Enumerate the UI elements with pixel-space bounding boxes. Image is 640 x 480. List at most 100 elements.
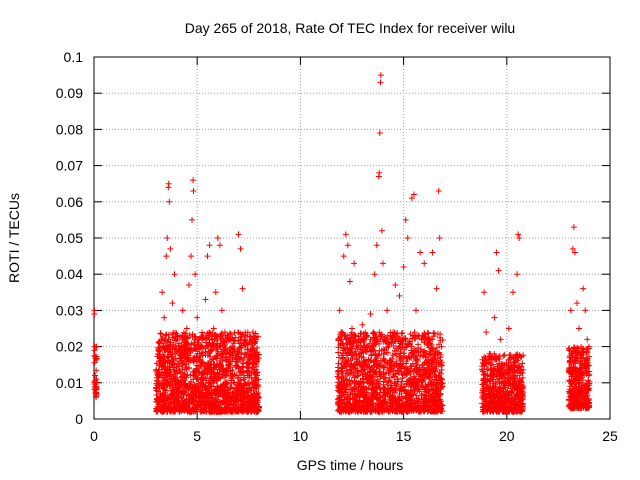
data-point [509,289,516,296]
data-point [575,403,582,410]
data-point [93,343,100,350]
data-point [239,360,246,367]
data-point [169,334,176,341]
data-point [491,368,498,375]
data-point [172,388,179,395]
data-point [92,390,99,397]
data-point [183,395,190,402]
data-point [509,395,516,402]
data-point [379,408,386,415]
data-point [363,343,370,350]
data-point [390,399,397,406]
data-point [393,351,400,358]
data-point [413,369,420,376]
data-point [494,405,501,412]
data-point [429,386,436,393]
data-point [373,358,380,365]
data-point [519,360,526,367]
data-point [237,383,244,390]
data-point [342,333,349,340]
data-point [353,379,360,386]
data-point [226,401,233,408]
data-point [185,407,192,414]
data-point [369,373,376,380]
data-point [227,344,234,351]
data-point [215,393,222,400]
data-point [385,370,392,377]
data-point [340,354,347,361]
data-point [196,350,203,357]
data-point [412,307,419,314]
data-point [429,249,436,256]
data-point [335,398,342,405]
data-point [338,405,345,412]
data-point [359,321,366,328]
data-point [204,384,211,391]
data-point [371,369,378,376]
data-point [502,393,509,400]
data-point [163,398,170,405]
data-point [481,289,488,296]
data-point [192,336,199,343]
data-point [360,366,367,373]
data-point [241,354,248,361]
data-point [376,169,383,176]
data-point [420,368,427,375]
data-point [505,356,512,363]
data-point [399,374,406,381]
data-point [492,353,499,360]
data-point [175,398,182,405]
data-point [426,398,433,405]
data-point [490,361,497,368]
data-point [230,400,237,407]
data-point [181,350,188,357]
data-point [244,399,251,406]
data-point [159,289,166,296]
data-point [492,378,499,385]
data-point [378,227,385,234]
data-point [422,337,429,344]
data-point [242,329,249,336]
data-point [186,408,193,415]
data-point [169,353,176,360]
data-point [165,180,172,187]
data-point [346,340,353,347]
data-point [434,355,441,362]
data-point [202,296,209,303]
data-point [493,372,500,379]
data-point [586,378,593,385]
data-point [378,362,385,369]
data-point [177,379,184,386]
data-point [508,399,515,406]
data-point [214,383,221,390]
data-point [417,249,424,256]
data-point [509,408,516,415]
data-point [344,399,351,406]
data-point [495,404,502,411]
data-point [172,329,179,336]
data-point [211,400,218,407]
data-point [386,374,393,381]
data-point [355,372,362,379]
data-point [196,389,203,396]
data-point [172,350,179,357]
data-point [342,349,349,356]
data-point [431,400,438,407]
data-point [403,358,410,365]
data-point [172,355,179,362]
data-point [503,367,510,374]
data-point [247,401,254,408]
data-point [480,394,487,401]
data-point [335,360,342,367]
data-point [153,366,160,373]
data-point [504,388,511,395]
data-point [337,342,344,349]
data-point [501,352,508,359]
data-point [411,335,418,342]
data-point [346,346,353,353]
data-point [354,373,361,380]
data-point [246,338,253,345]
data-point [92,379,99,386]
data-point [510,355,517,362]
data-point [218,354,225,361]
